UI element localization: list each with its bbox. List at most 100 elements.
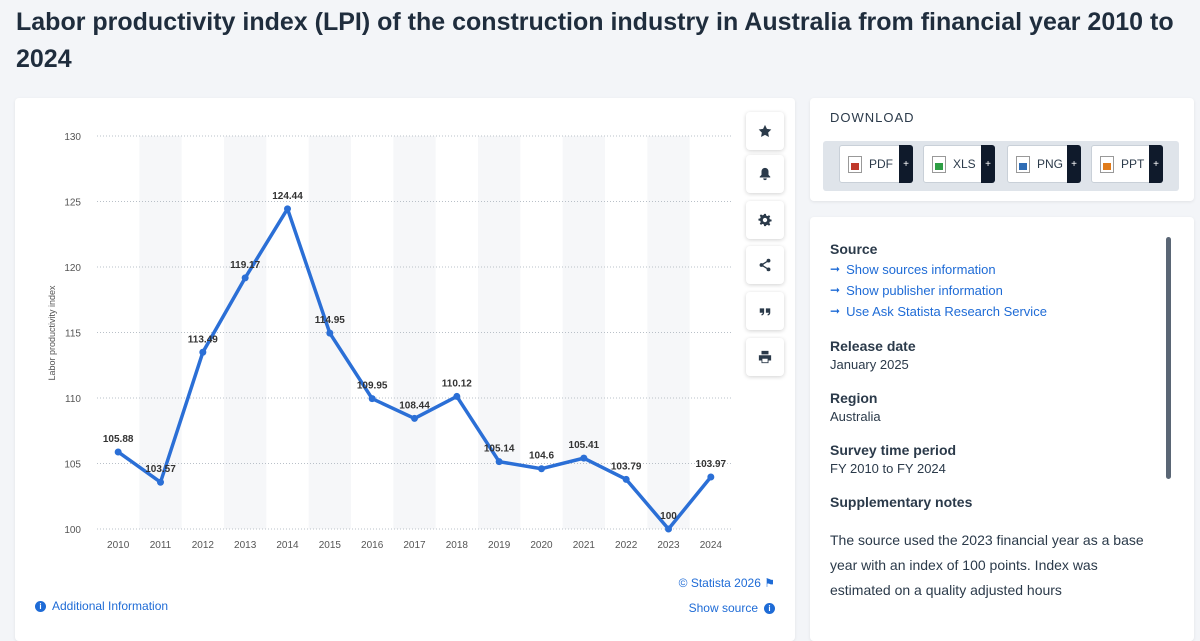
data-point (411, 414, 418, 422)
data-point (580, 454, 588, 462)
survey-period-value: FY 2010 to FY 2024 (830, 461, 946, 476)
gear-icon (758, 213, 772, 227)
x-tick-label: 2020 (530, 540, 553, 551)
download-panel: DOWNLOAD PDF + XLS + PNG + PPT + (810, 98, 1194, 201)
data-point (707, 473, 715, 481)
data-label: 114.95 (315, 315, 345, 326)
print-button[interactable] (746, 338, 784, 376)
data-point (453, 392, 461, 400)
png-file-icon (1016, 155, 1030, 173)
region-heading: Region (830, 390, 878, 406)
xls-label: XLS (953, 157, 976, 171)
scrollbar[interactable] (1166, 237, 1171, 479)
x-tick-label: 2021 (573, 540, 596, 551)
pdf-label: PDF (869, 157, 893, 171)
data-label: 119.17 (230, 260, 260, 271)
plus-icon: + (1149, 145, 1163, 183)
release-date-heading: Release date (830, 338, 916, 354)
region-value: Australia (830, 409, 881, 424)
y-tick-label: 120 (64, 263, 81, 274)
show-source-link[interactable]: Show source i (689, 601, 775, 615)
data-point (114, 448, 122, 456)
plus-icon: + (1067, 145, 1081, 183)
source-heading: Source (830, 241, 878, 257)
credit-text: © Statista 2026 (678, 576, 761, 590)
link-label: Use Ask Statista Research Service (846, 304, 1047, 319)
download-pdf-button[interactable]: PDF + (839, 145, 913, 183)
ask-statista-link[interactable]: ➞ Use Ask Statista Research Service (830, 301, 1150, 322)
data-label: 105.41 (569, 440, 600, 451)
bell-icon (759, 167, 771, 181)
additional-information-link[interactable]: i Additional Information (35, 599, 168, 613)
y-tick-label: 125 (64, 198, 81, 209)
additional-info-label: Additional Information (52, 599, 169, 613)
show-sources-link[interactable]: ➞ Show sources information (830, 259, 1150, 280)
share-icon (759, 258, 771, 272)
data-point (241, 274, 249, 282)
statista-credit[interactable]: © Statista 2026 ⚑ (679, 576, 775, 590)
x-tick-label: 2013 (234, 540, 257, 551)
data-label: 110.12 (442, 378, 472, 389)
data-label: 100 (660, 511, 677, 522)
release-date-value: January 2025 (830, 357, 909, 372)
x-tick-label: 2017 (403, 540, 426, 551)
data-label: 104.6 (529, 451, 554, 462)
download-bar: PDF + XLS + PNG + PPT + (823, 141, 1179, 191)
x-tick-label: 2015 (319, 540, 342, 551)
y-tick-label: 105 (64, 460, 81, 471)
info-icon: i (764, 602, 775, 614)
xls-file-icon (932, 155, 946, 173)
y-axis-title: Labor productivity index (47, 285, 57, 381)
data-label: 103.97 (696, 459, 727, 470)
x-tick-label: 2010 (107, 540, 130, 551)
x-tick-label: 2014 (276, 540, 299, 551)
quote-icon (759, 308, 771, 316)
show-publisher-link[interactable]: ➞ Show publisher information (830, 280, 1150, 301)
data-label: 108.44 (399, 400, 430, 411)
link-label: Show publisher information (846, 283, 1003, 298)
notification-button[interactable] (746, 155, 784, 193)
x-tick-label: 2011 (150, 540, 172, 551)
column-band (393, 136, 436, 529)
data-point (622, 475, 630, 483)
settings-button[interactable] (746, 201, 784, 239)
data-label: 105.14 (484, 444, 515, 455)
download-xls-button[interactable]: XLS + (923, 145, 995, 183)
arrow-right-icon: ➞ (830, 262, 841, 276)
favorite-button[interactable] (746, 112, 784, 150)
data-label: 105.88 (103, 434, 134, 445)
plus-icon: + (899, 145, 913, 183)
line-chart: 100 105 110 115 120 125 130 Labor productivity … (47, 132, 732, 551)
x-tick-label: 2012 (192, 540, 215, 551)
data-point (495, 458, 503, 466)
download-ppt-button[interactable]: PPT + (1091, 145, 1163, 183)
x-tick-label: 2024 (700, 540, 723, 551)
data-point (538, 465, 545, 473)
page-title: Labor productivity index (LPI) of the co… (16, 8, 1174, 73)
x-tick-label: 2016 (361, 540, 384, 551)
flag-icon: ⚑ (764, 576, 775, 590)
y-tick-label: 130 (64, 132, 81, 143)
data-label: 103.79 (611, 461, 642, 472)
cite-button[interactable] (746, 292, 784, 330)
data-label: 124.44 (272, 191, 303, 202)
survey-period-heading: Survey time period (830, 442, 957, 458)
share-button[interactable] (746, 246, 784, 284)
data-point (368, 395, 376, 403)
plus-icon: + (981, 145, 995, 183)
data-point (199, 348, 207, 356)
y-tick-label: 115 (65, 329, 81, 340)
chart-card: 100 105 110 115 120 125 130 Labor productivity … (15, 98, 795, 641)
arrow-right-icon: ➞ (830, 283, 841, 297)
pdf-file-icon (848, 155, 862, 173)
supplementary-notes-text: The source used the 2023 financial year … (830, 532, 1144, 598)
data-label: 109.95 (357, 381, 388, 392)
star-icon (758, 124, 772, 137)
data-point (665, 525, 672, 533)
download-png-button[interactable]: PNG + (1007, 145, 1081, 183)
data-label: 103.57 (145, 464, 176, 475)
info-icon: i (35, 600, 46, 612)
x-tick-label: 2023 (657, 540, 680, 551)
link-label: Show sources information (846, 262, 996, 277)
x-tick-label: 2018 (446, 540, 469, 551)
